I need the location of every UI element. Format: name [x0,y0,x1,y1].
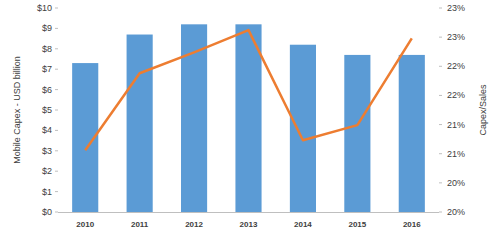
bar [235,24,261,212]
bar [399,55,425,212]
y2-tick [439,182,442,183]
y-tick [55,110,58,111]
y-tick [55,89,58,90]
y-tick [55,48,58,49]
y2-tick-label: 23% [447,32,465,42]
x-tick-label: 2012 [185,220,203,229]
x-tick-label: 2014 [294,220,312,229]
y2-tick-label: 22% [447,61,465,71]
y2-tick-label: 23% [447,3,465,13]
y-tick-label: $9 [42,23,52,33]
y2-tick [439,124,442,125]
plot-marks [72,24,425,212]
x-tick-label: 2011 [131,220,149,229]
y2-tick [439,8,442,9]
y-tick [55,69,58,70]
x-tick-label: 2013 [240,220,258,229]
y2-tick [439,37,442,38]
y-tick-label: $0 [42,207,52,217]
bar [290,45,316,212]
bar [127,35,153,212]
y2-tick [439,66,442,67]
y-tick [55,8,58,9]
y-tick [55,28,58,29]
x-tick-label: 2010 [76,220,94,229]
y-tick [55,191,58,192]
y-tick [55,150,58,151]
y-tick-label: $3 [42,146,52,156]
x-axis [58,212,439,213]
y-tick-label: $6 [42,85,52,95]
y2-tick [439,153,442,154]
y2-tick-label: 21% [447,149,465,159]
chart: $0 $1 $2 $3 $4 $5 $6 $7 $8 $9 $10 20% 20% 21% 21% 22% 22… [0,0,500,239]
y-tick-label: $2 [42,166,52,176]
x-tick-label: 2016 [403,220,421,229]
y-tick-label: $4 [42,125,52,135]
y2-tick-label: 20% [447,207,465,217]
y-tick-label: $5 [42,105,52,115]
y2-tick-label: 22% [447,90,465,100]
y-axis-title: Mobile Capex - USD billion [12,56,22,164]
y-tick-label: $1 [42,187,52,197]
y-tick-label: $10 [37,3,52,13]
y-tick [55,171,58,172]
y2-tick-label: 20% [447,178,465,188]
line [85,30,412,150]
y2-tick [439,95,442,96]
bar [344,55,370,212]
y-tick-label: $8 [42,44,52,54]
y2-tick [439,212,442,213]
y-tick-label: $7 [42,64,52,74]
y-tick [55,130,58,131]
x-tick-label: 2015 [348,220,366,229]
y2-axis-title: Capex/Sales [478,84,488,136]
y-tick [55,212,58,213]
y2-tick-label: 21% [447,120,465,130]
